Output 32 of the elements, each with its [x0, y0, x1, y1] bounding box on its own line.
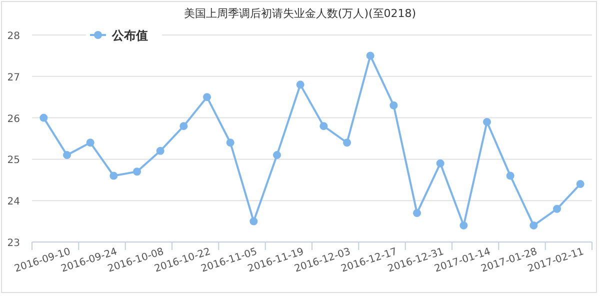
point — [156, 146, 164, 155]
point — [296, 80, 304, 89]
point — [413, 209, 421, 218]
point — [460, 221, 468, 230]
y-tick-label: 24 — [7, 196, 20, 208]
point — [40, 114, 48, 122]
point — [320, 122, 328, 130]
point — [273, 151, 281, 160]
point — [390, 101, 398, 110]
y-tick-label: 25 — [7, 155, 20, 166]
y-tick-label: 23 — [7, 238, 20, 249]
point — [576, 180, 584, 188]
point — [343, 138, 351, 147]
point — [63, 151, 71, 160]
point — [86, 138, 94, 147]
chart-title: 美国上周季调后初请失业金人数(万人)(至0218) — [184, 7, 416, 20]
point — [110, 172, 118, 180]
point — [553, 204, 561, 213]
point — [366, 52, 374, 60]
point — [250, 217, 258, 226]
point — [483, 118, 491, 126]
point — [226, 138, 234, 147]
point — [180, 122, 188, 130]
legend-label: 公布值 — [111, 28, 148, 42]
point — [506, 172, 514, 180]
y-tick-label: 26 — [7, 114, 20, 125]
y-tick-label: 27 — [7, 72, 20, 84]
point — [530, 221, 538, 230]
point — [203, 93, 211, 102]
point — [133, 168, 141, 176]
y-tick-label: 28 — [7, 31, 20, 42]
point — [436, 159, 444, 168]
